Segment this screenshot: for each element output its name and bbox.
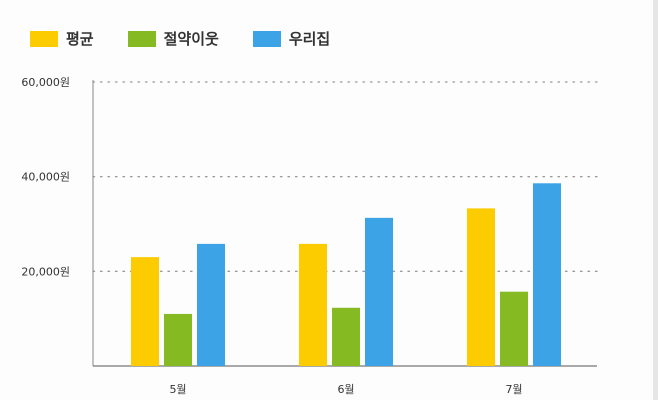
legend-label-our-home: 우리집	[288, 30, 331, 48]
legend-swatch-our-home	[252, 30, 281, 47]
bar-2-2	[533, 183, 561, 366]
x-tick-label-0: 5월	[169, 383, 186, 396]
legend-item-our-home: 우리집	[252, 28, 331, 49]
scrollbar-edge	[653, 0, 658, 400]
bar-2-1	[500, 291, 528, 366]
legend-swatch-saving-neighbor	[127, 30, 156, 47]
legend-label-saving-neighbor: 절약이웃	[163, 30, 219, 48]
legend-item-saving-neighbor: 절약이웃	[127, 28, 219, 49]
legend-label-average: 평균	[66, 30, 94, 48]
bar-0-1	[164, 313, 192, 366]
x-tick-label-1: 6월	[337, 383, 354, 396]
bar-1-0	[299, 243, 327, 366]
legend-item-average: 평균	[30, 28, 94, 49]
x-tick-label-2: 7월	[505, 383, 522, 396]
y-tick-label-0: 20,000원	[21, 265, 70, 278]
y-tick-label-1: 40,000원	[21, 171, 70, 184]
bar-1-2	[365, 217, 393, 366]
bar-2-0	[467, 208, 495, 366]
chart-legend: 평균 절약이웃 우리집	[30, 28, 364, 49]
legend-swatch-average	[30, 30, 58, 47]
y-tick-label-2: 60,000원	[21, 76, 70, 89]
bar-0-0	[131, 257, 159, 366]
bar-0-2	[197, 243, 225, 366]
bar-1-1	[332, 307, 360, 366]
